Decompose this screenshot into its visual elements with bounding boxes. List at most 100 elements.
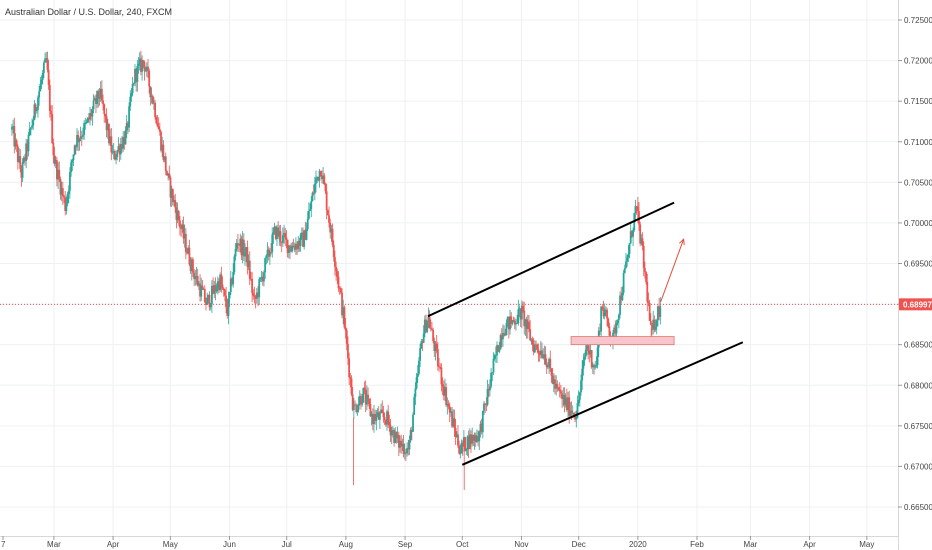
candles <box>11 50 662 490</box>
candle-down <box>614 327 617 334</box>
candle-up <box>581 368 584 381</box>
candle-up <box>376 412 379 416</box>
candle-up <box>409 429 412 440</box>
candle-up <box>38 91 41 98</box>
candle-up <box>634 206 637 214</box>
candle-down <box>162 144 165 160</box>
candle-down <box>274 226 277 239</box>
time-tick-label: May <box>859 540 874 549</box>
candle-up <box>260 276 263 278</box>
candle-up <box>29 127 32 129</box>
candle-up <box>576 403 579 418</box>
candle-down <box>453 418 456 428</box>
candle-down <box>470 434 472 444</box>
candle-down <box>329 222 332 233</box>
candle-down <box>601 306 604 309</box>
candle-up <box>109 136 112 144</box>
candle-up <box>163 156 166 160</box>
time-axis: 7 Mar Apr May Jun Jul Aug Sep Oct Nov Dec 2020 Feb Ma… <box>0 536 898 550</box>
candle-down <box>296 244 298 250</box>
candle-down <box>87 117 90 120</box>
candle-down <box>529 329 532 341</box>
candle-down <box>147 66 149 71</box>
candle-up <box>310 201 313 210</box>
candle-down <box>34 104 37 112</box>
candle-down <box>50 110 52 115</box>
candle-down <box>15 140 18 147</box>
candle-up <box>245 247 248 253</box>
projection-arrow <box>660 238 685 302</box>
candle-up <box>141 60 143 72</box>
candle-up <box>499 335 502 350</box>
candle-up <box>318 170 321 181</box>
candle-down <box>371 413 374 425</box>
candle-up <box>219 274 222 290</box>
candle-up <box>378 413 381 420</box>
candle-up <box>84 122 87 124</box>
candle-up <box>313 183 316 194</box>
candle-up <box>71 160 74 163</box>
candle-down <box>531 339 534 345</box>
candle-up <box>209 304 212 308</box>
candle-down <box>400 440 403 447</box>
candle-up <box>122 137 125 149</box>
candle-up <box>342 307 345 316</box>
candle-up <box>600 306 603 332</box>
candle-up <box>232 271 235 285</box>
candle-down <box>348 358 351 378</box>
candle-down <box>367 394 369 399</box>
candle-up <box>92 100 95 110</box>
candle-down <box>326 210 329 216</box>
candle-down <box>189 264 192 272</box>
candle-up <box>54 160 57 164</box>
candle-up <box>575 417 578 420</box>
candle-down <box>454 427 457 438</box>
candle-up <box>623 268 626 273</box>
candle-down <box>328 215 330 223</box>
candle-up <box>655 320 658 327</box>
candle-down <box>431 328 433 330</box>
candle-up <box>31 125 33 128</box>
time-tick-label: Aug <box>339 540 353 549</box>
candle-down <box>645 272 647 282</box>
candle-down <box>169 177 172 198</box>
candle-up <box>509 316 511 330</box>
candle-up <box>524 319 527 327</box>
candle-up <box>99 88 102 98</box>
chart-title: Australian Dollar / U.S. Dollar, 240, FX… <box>5 7 172 17</box>
candle-up <box>21 162 24 178</box>
candle-up <box>386 411 388 425</box>
candle-up <box>520 305 523 320</box>
candle-up <box>215 289 218 292</box>
candle-down <box>480 423 483 433</box>
candle-up <box>308 210 310 219</box>
candle-down <box>560 391 562 394</box>
candle-down <box>214 285 217 292</box>
candle-up <box>619 295 621 315</box>
time-tick-label: Nov <box>514 540 528 549</box>
candle-down <box>537 349 540 353</box>
candle-up <box>628 243 631 254</box>
current-price-label: 0.68997 <box>903 300 932 309</box>
candle-up <box>632 230 634 237</box>
candle-up <box>33 104 36 121</box>
candle-down <box>350 378 353 395</box>
candle-down <box>381 409 384 413</box>
candle-down <box>113 150 116 160</box>
upper-trendline <box>427 201 675 318</box>
candle-up <box>455 434 458 438</box>
candle-down <box>280 241 283 243</box>
price-tick-label: 0.72500 <box>904 16 932 25</box>
candle-down <box>319 170 322 176</box>
candle-down <box>19 156 22 169</box>
candle-up <box>130 93 133 97</box>
candle-down <box>425 319 427 332</box>
candle-down <box>337 276 340 289</box>
candle-up <box>233 256 236 272</box>
candle-down <box>24 157 26 161</box>
candle-down <box>180 227 183 229</box>
current-price-badge <box>899 298 932 311</box>
candle-down <box>212 285 214 294</box>
candle-up <box>265 255 268 259</box>
candle-up <box>582 360 585 369</box>
